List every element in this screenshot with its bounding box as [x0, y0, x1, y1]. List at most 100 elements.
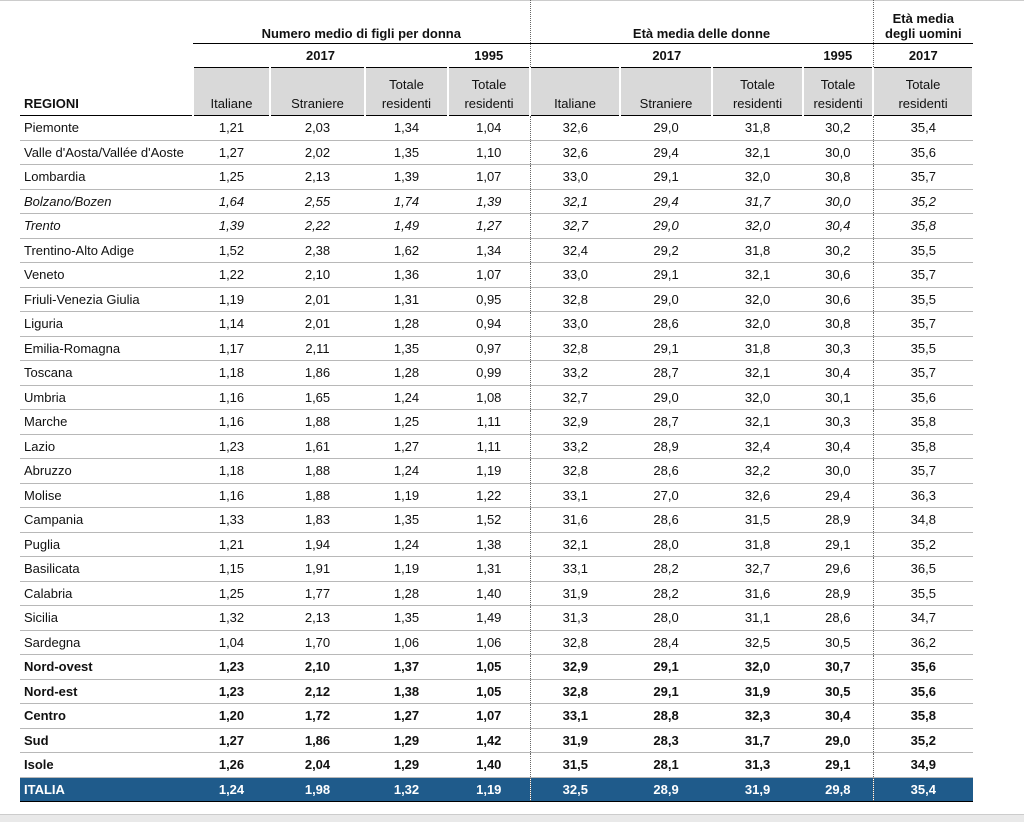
value-cell: 29,1 — [620, 679, 713, 704]
column-header: Straniere — [619, 67, 714, 116]
region-name: Sicilia — [20, 605, 193, 631]
value-cell: 1,24 — [193, 777, 270, 802]
data-row: Valle d'Aosta/Vallée d'Aoste 1,27 2,02 1,35… — [20, 140, 974, 165]
value-cell: 31,8 — [712, 238, 804, 263]
header-row: 2017 1995 2017 1995 2017 — [20, 43, 974, 68]
value-cell: 32,7 — [712, 556, 804, 582]
value-cell: 1,34 — [365, 115, 448, 141]
region-name: Liguria — [20, 311, 193, 337]
value-cell: 28,9 — [803, 581, 874, 606]
value-cell: 32,8 — [529, 458, 621, 484]
value-cell: 35,7 — [872, 164, 974, 190]
data-row: Lombardia 1,25 2,13 1,39 1,07 33,0 29,1 32,0 30,… — [20, 164, 974, 190]
value-cell: 32,6 — [529, 140, 621, 165]
value-cell: 28,6 — [803, 605, 874, 631]
table-wrapper: Numero medio di figli per donna Età media… — [20, 0, 975, 802]
region-name: Umbria — [20, 385, 193, 410]
value-cell: 29,0 — [803, 728, 874, 753]
value-cell: 1,11 — [448, 409, 531, 435]
region-name: Molise — [20, 483, 193, 508]
value-cell: 1,18 — [193, 458, 270, 484]
value-cell: 1,19 — [365, 556, 448, 582]
value-cell: 32,4 — [529, 238, 621, 263]
value-cell: 28,7 — [620, 409, 713, 435]
value-cell: 1,88 — [270, 458, 365, 484]
value-cell: 32,1 — [529, 189, 621, 214]
value-cell: 31,7 — [712, 728, 804, 753]
value-cell: 33,2 — [529, 434, 621, 459]
value-cell: 1,32 — [193, 605, 270, 631]
column-header: Straniere — [269, 67, 366, 116]
header-line: Straniere — [291, 96, 344, 111]
value-cell: 35,8 — [872, 434, 974, 459]
value-cell: 1,22 — [448, 483, 531, 508]
value-cell: 30,0 — [803, 458, 874, 484]
value-cell: 32,8 — [529, 679, 621, 704]
value-cell: 1,86 — [270, 728, 365, 753]
column-header: Italiane — [192, 67, 271, 116]
value-cell: 32,2 — [712, 458, 804, 484]
value-cell: 2,01 — [270, 311, 365, 337]
region-name: Trentino-Alto Adige — [20, 238, 193, 263]
header-line: residenti — [381, 96, 432, 111]
value-cell: 1,65 — [270, 385, 365, 410]
value-cell: 32,1 — [712, 360, 804, 386]
value-cell: 35,8 — [872, 213, 974, 239]
value-cell: 1,24 — [365, 532, 448, 557]
header-line: residenti — [813, 96, 863, 111]
value-cell: 29,1 — [803, 532, 874, 557]
value-cell: 2,55 — [270, 189, 365, 214]
value-cell: 1,49 — [448, 605, 531, 631]
region-name: Basilicata — [20, 556, 193, 582]
value-cell: 30,7 — [803, 654, 874, 680]
value-cell: 1,29 — [365, 728, 448, 753]
value-cell: 30,2 — [803, 115, 874, 141]
value-cell: 1,15 — [193, 556, 270, 582]
region-name: Campania — [20, 507, 193, 533]
value-cell: 1,27 — [193, 728, 270, 753]
value-cell: 1,77 — [270, 581, 365, 606]
value-cell: 28,0 — [620, 532, 713, 557]
value-cell: 1,19 — [448, 458, 531, 484]
value-cell: 32,7 — [529, 385, 621, 410]
value-cell: 31,8 — [712, 336, 804, 361]
value-cell: 1,88 — [270, 409, 365, 435]
value-cell: 0,99 — [448, 360, 531, 386]
region-name: Marche — [20, 409, 193, 435]
value-cell: 31,9 — [712, 777, 804, 802]
value-cell: 31,6 — [712, 581, 804, 606]
value-cell: 1,11 — [448, 434, 531, 459]
value-cell: 28,2 — [620, 581, 713, 606]
region-name: Piemonte — [20, 115, 193, 141]
value-cell: 30,5 — [803, 679, 874, 704]
value-cell: 0,95 — [448, 287, 531, 312]
value-cell: 1,31 — [365, 287, 448, 312]
value-cell: 35,5 — [872, 336, 974, 361]
data-row: Campania 1,33 1,83 1,35 1,52 31,6 28,6 31,5 28,9… — [20, 507, 974, 533]
value-cell: 32,5 — [529, 777, 621, 802]
value-cell: 1,83 — [270, 507, 365, 533]
region-name: Sardegna — [20, 630, 193, 655]
header-line: Straniere — [639, 96, 693, 111]
data-row: Trento 1,39 2,22 1,49 1,27 32,7 29,0 32,0 30,4 35… — [20, 213, 974, 239]
header-line: Totale — [905, 77, 941, 92]
year-header: 1995 — [448, 43, 531, 68]
value-cell: 32,0 — [712, 164, 804, 190]
value-cell: 31,7 — [712, 189, 804, 214]
data-row: Sardegna 1,04 1,70 1,06 1,06 32,8 28,4 32,5 30,5… — [20, 630, 974, 655]
value-cell: 32,1 — [712, 140, 804, 165]
value-cell: 29,1 — [620, 164, 713, 190]
data-row: Liguria 1,14 2,01 1,28 0,94 33,0 28,6 32,0 30,8 3… — [20, 311, 974, 337]
data-row: Umbria 1,16 1,65 1,24 1,08 32,7 29,0 32,0 30,1 35… — [20, 385, 974, 410]
value-cell: 2,12 — [270, 679, 365, 704]
value-cell: 29,0 — [620, 213, 713, 239]
value-cell: 35,4 — [872, 115, 974, 141]
value-cell: 1,19 — [193, 287, 270, 312]
value-cell: 1,52 — [193, 238, 270, 263]
value-cell: 31,5 — [529, 752, 621, 778]
region-name: Nord-est — [20, 679, 193, 704]
region-name: Bolzano/Bozen — [20, 189, 193, 214]
value-cell: 1,38 — [448, 532, 531, 557]
value-cell: 31,5 — [712, 507, 804, 533]
data-row: Molise 1,16 1,88 1,19 1,22 33,1 27,0 32,6 29,4 36… — [20, 483, 974, 508]
